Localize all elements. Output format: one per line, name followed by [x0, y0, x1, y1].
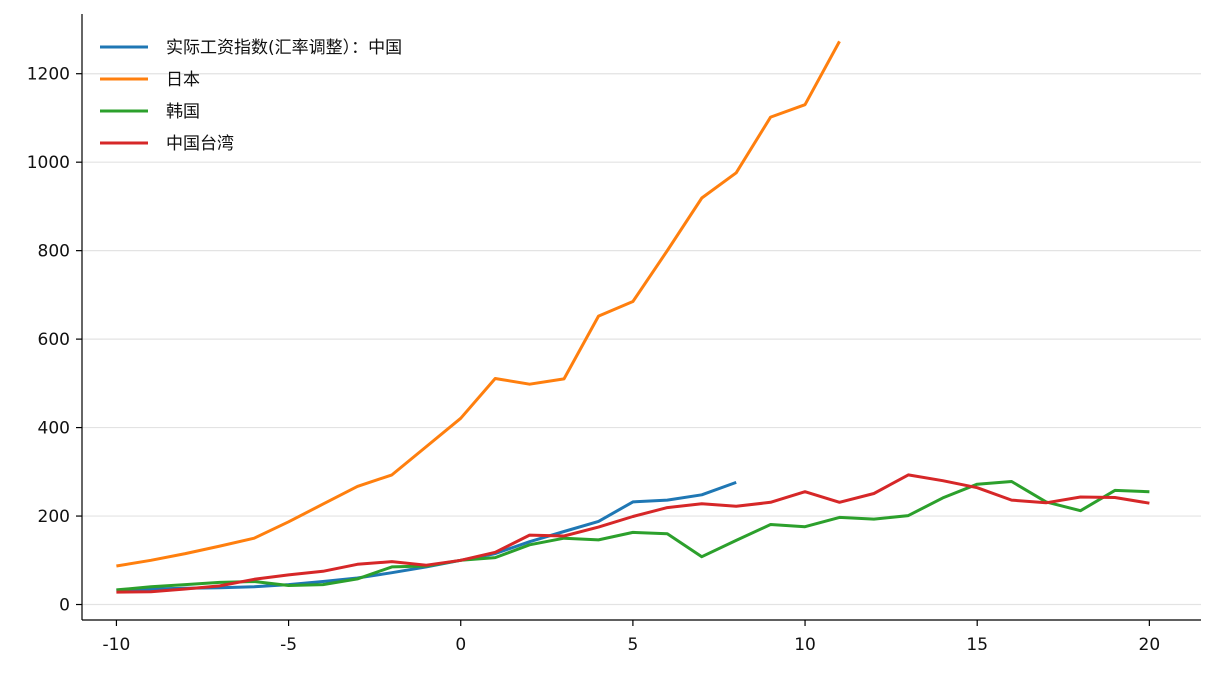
legend-label-1: 日本	[166, 70, 200, 90]
tick-layer: 0 200 400 600 800 1000 1200 -10 -5 0 5 10 15 20	[27, 65, 1160, 655]
series-line-1	[116, 40, 841, 568]
y-tick-label: 1000	[27, 153, 70, 173]
x-tick-label: 15	[966, 635, 988, 655]
x-tick-label: 20	[1139, 635, 1161, 655]
legend-label-2: 韩国	[166, 102, 200, 122]
legend-label-3: 中国台湾	[166, 134, 234, 154]
grid-layer	[82, 73, 1201, 606]
x-tick-label: 5	[627, 635, 638, 655]
x-tick-label: -5	[280, 635, 297, 655]
series-layer	[116, 40, 1150, 594]
y-tick-label: 600	[38, 330, 70, 350]
y-tick-label: 1200	[27, 65, 70, 85]
legend-label-0: 实际工资指数(汇率调整）：中国	[166, 38, 402, 58]
y-tick-label: 200	[38, 507, 70, 527]
x-tick-label: 0	[455, 635, 466, 655]
x-tick-label: -10	[103, 635, 131, 655]
axes-layer	[81, 14, 1201, 621]
y-tick-label: 400	[38, 419, 70, 439]
y-tick-label: 800	[38, 242, 70, 262]
y-tick-label: 0	[59, 596, 70, 616]
series-line-3	[116, 473, 1150, 594]
x-tick-label: 10	[794, 635, 816, 655]
series-line-0	[116, 480, 737, 592]
series-line-2	[116, 480, 1150, 592]
